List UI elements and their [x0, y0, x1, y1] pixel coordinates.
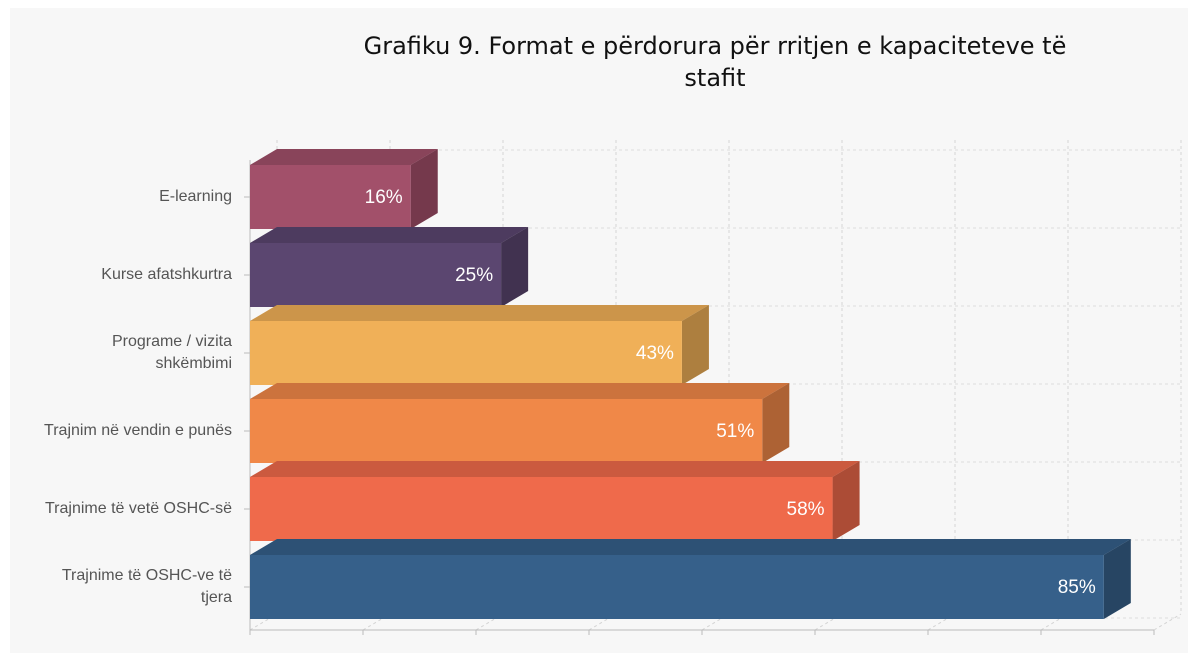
- bar-side-shade: [501, 227, 529, 307]
- bar: [250, 477, 833, 541]
- bar: [250, 399, 763, 463]
- bar-top-shade: [250, 539, 1131, 555]
- y-tick-label: E-learning: [159, 188, 232, 205]
- bar-side: [762, 383, 790, 463]
- bar-side: [410, 149, 438, 229]
- bar-top: [250, 539, 1131, 555]
- bar-side-shade: [832, 461, 860, 541]
- bar-side: [1103, 539, 1131, 619]
- bar-top-shade: [250, 383, 790, 399]
- bar-side-shade: [410, 149, 438, 229]
- bar-side: [832, 461, 860, 541]
- bar-side-shade: [1103, 539, 1131, 619]
- bar-top: [250, 305, 709, 321]
- value-label: 43%: [636, 343, 674, 364]
- value-label: 25%: [455, 265, 493, 286]
- bar-side-shade: [681, 305, 709, 385]
- y-tick-label: Programe / vizita shkëmbimi: [111, 333, 232, 372]
- bar-side-shade: [762, 383, 790, 463]
- bar-top: [250, 227, 529, 243]
- bar-top: [250, 461, 860, 477]
- bar: [250, 321, 682, 385]
- bar-top: [250, 149, 438, 165]
- y-tick-label: Kurse afatshkurtra: [101, 266, 232, 283]
- y-tick-label: Trajnime të vetë OSHC-së: [44, 500, 232, 517]
- y-tick-label: Trajnime të OSHC-ve të tjera: [61, 567, 232, 606]
- bar-top-shade: [250, 227, 529, 243]
- grid-floor-line: [1153, 613, 1182, 631]
- bar: [250, 555, 1104, 619]
- bar-top-shade: [250, 305, 709, 321]
- bar-top-shade: [250, 149, 438, 165]
- value-label: 85%: [1058, 577, 1096, 598]
- bar-side: [501, 227, 529, 307]
- value-label: 51%: [716, 421, 754, 442]
- y-tick-label: Trajnim në vendin e punës: [44, 422, 232, 439]
- bar: [250, 243, 502, 307]
- bar: [250, 165, 411, 229]
- value-label: 16%: [365, 187, 403, 208]
- bar-top-shade: [250, 461, 860, 477]
- bar-top: [250, 383, 790, 399]
- bar-side: [681, 305, 709, 385]
- value-label: 58%: [787, 499, 825, 520]
- chart-title: Grafiku 9. Format e përdorura për rritje…: [363, 32, 1067, 92]
